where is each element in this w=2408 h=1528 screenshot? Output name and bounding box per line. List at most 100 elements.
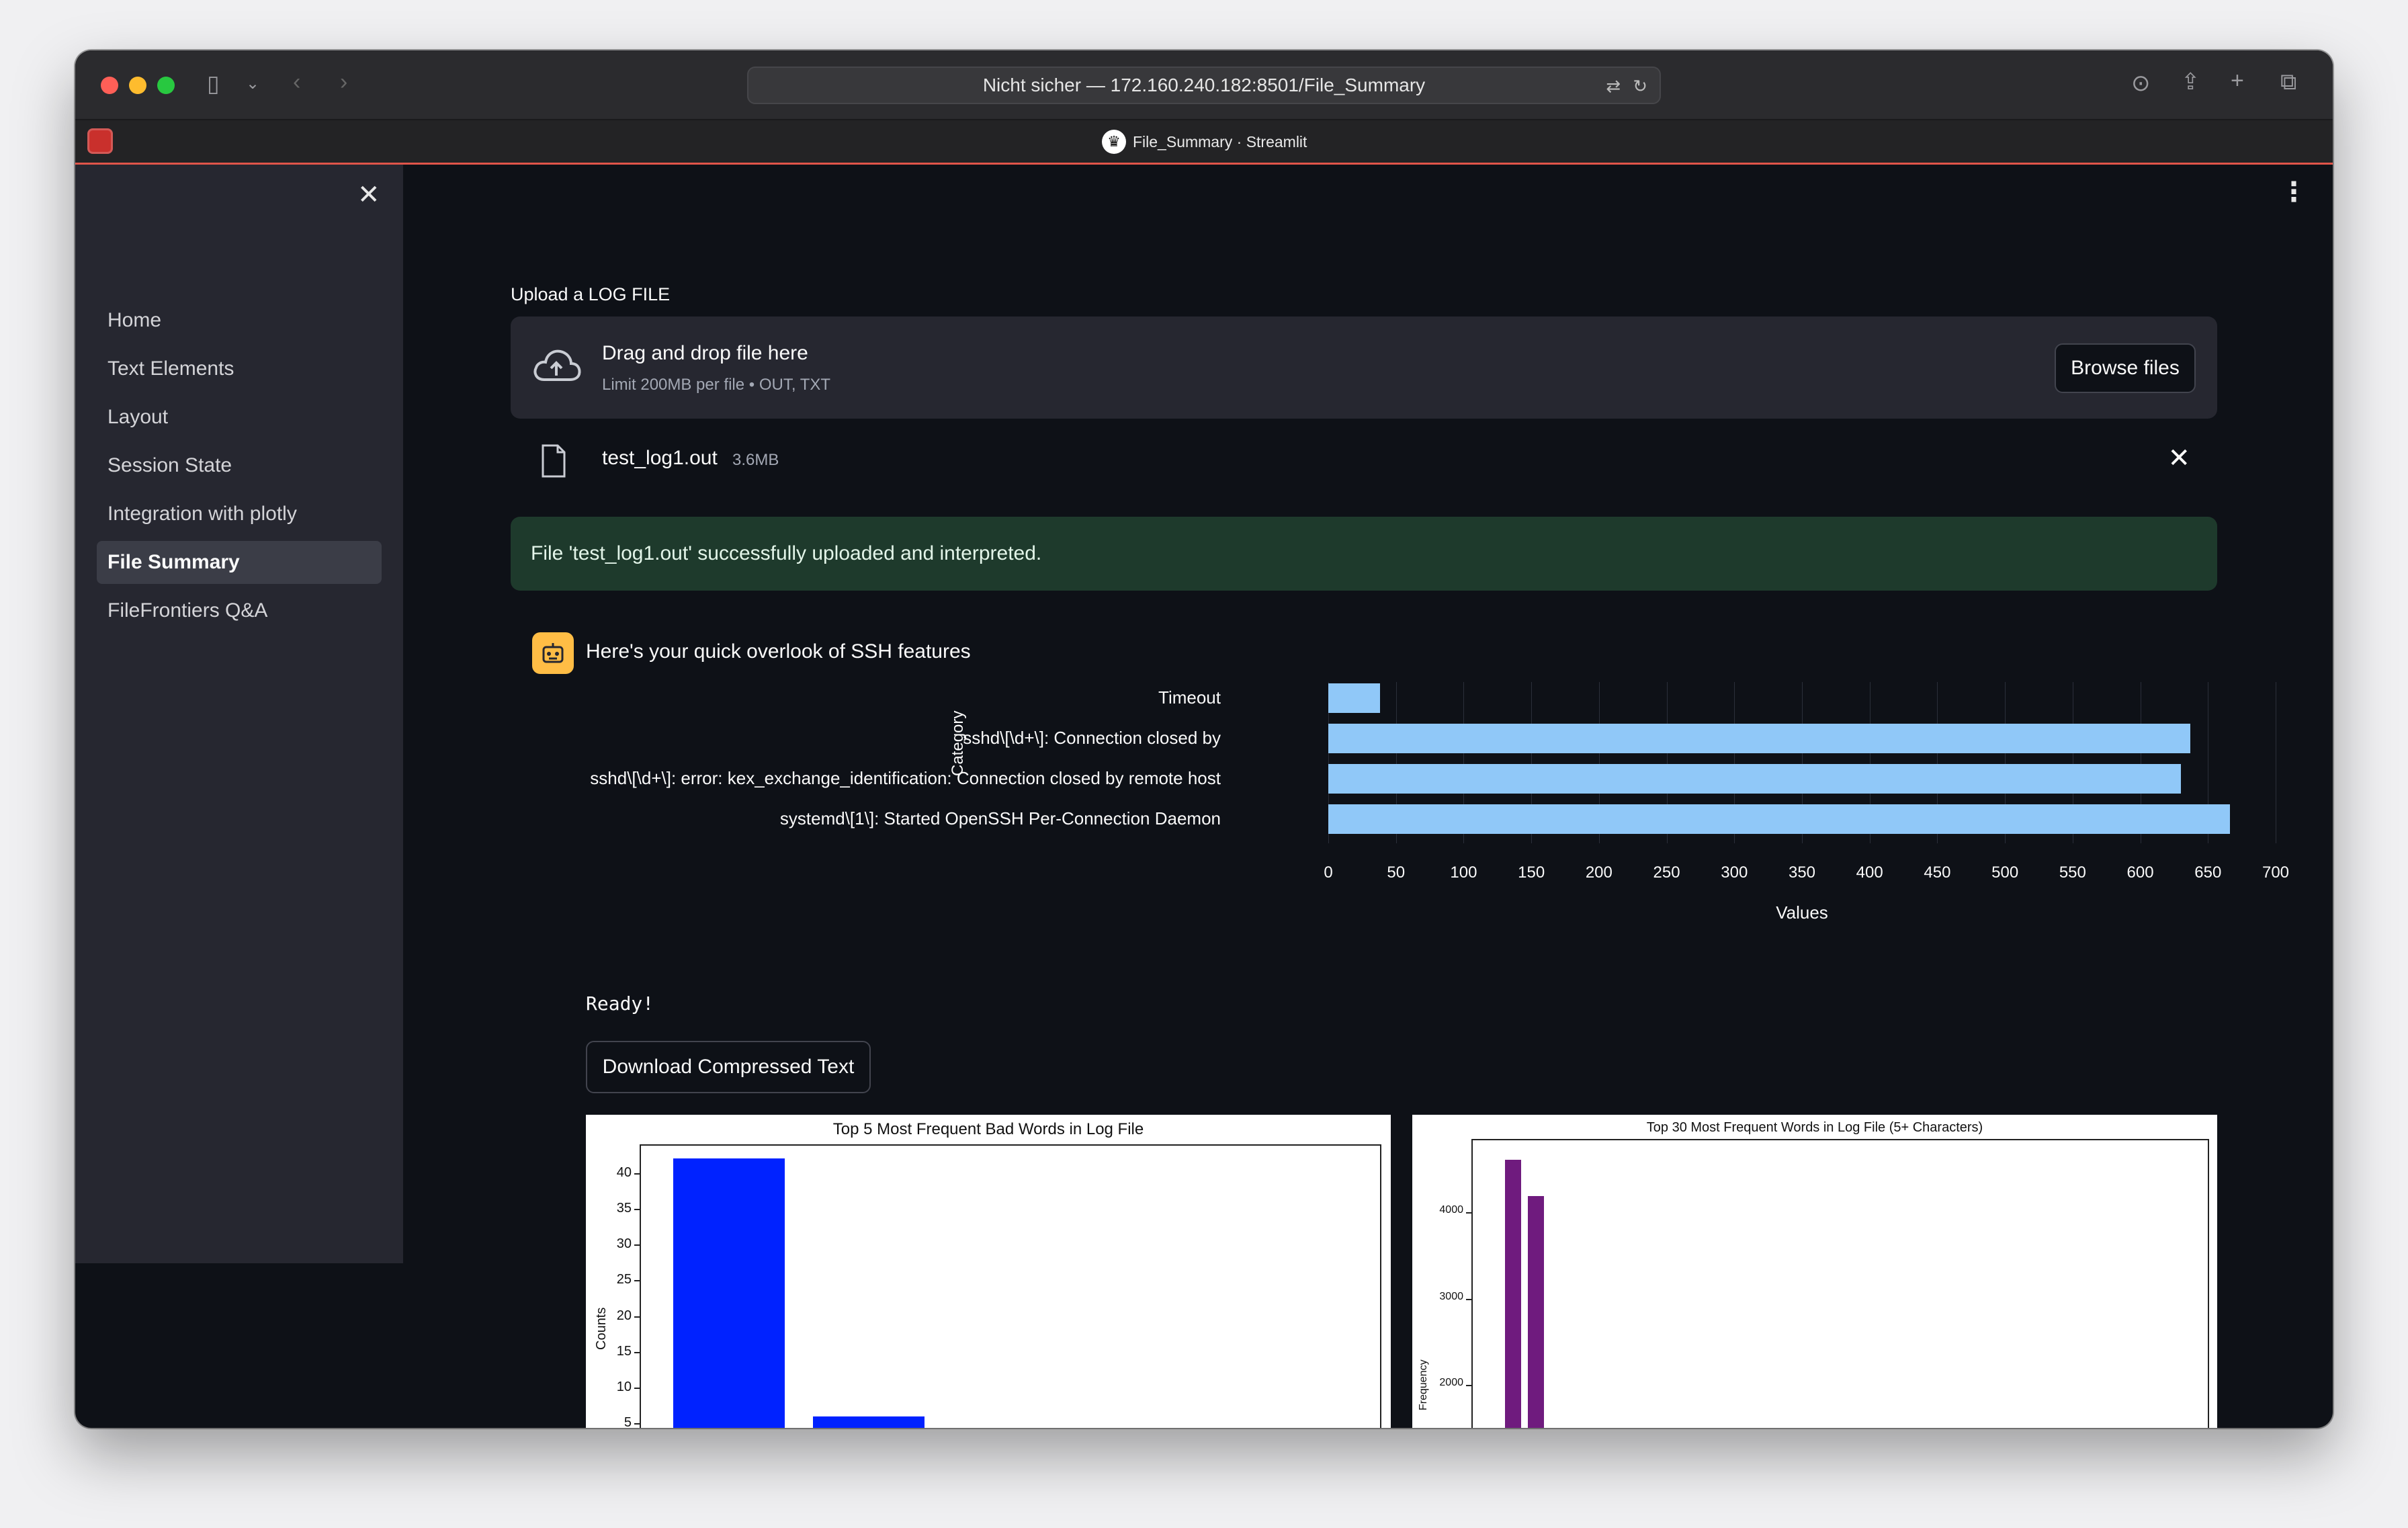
remove-file-icon[interactable]: ✕ bbox=[2167, 443, 2190, 473]
chart-xlabel: Values bbox=[1776, 902, 1828, 923]
sidebar-item-session-state[interactable]: Session State bbox=[97, 444, 382, 487]
tab-bar: ♛ File_Summary · Streamlit bbox=[75, 120, 2333, 165]
reload-icon[interactable]: ↻ bbox=[1633, 76, 1647, 96]
browser-window: ▯ ⌄ ‹ › Nicht sicher — 172.160.240.182:8… bbox=[75, 50, 2333, 1428]
sidebar-item-layout[interactable]: Layout bbox=[97, 396, 382, 439]
y-tick-mark bbox=[1466, 1385, 1471, 1387]
pinned-tab-favicon[interactable] bbox=[87, 128, 113, 154]
chart-gridline bbox=[1802, 682, 1803, 843]
y-tick-mark bbox=[634, 1351, 640, 1353]
chart-gridline bbox=[1734, 682, 1735, 843]
x-tick-label: 150 bbox=[1518, 863, 1545, 882]
x-tick-label: 250 bbox=[1653, 863, 1680, 882]
sidebar-item-label: Text Elements bbox=[108, 357, 234, 380]
y-tick-label: 40 bbox=[616, 1164, 632, 1180]
y-tick-label: 5 bbox=[624, 1415, 632, 1428]
address-text: Nicht sicher — 172.160.240.182:8501/File… bbox=[982, 75, 1426, 95]
y-tick-label: 20 bbox=[616, 1308, 632, 1323]
sidebar-item-label: Integration with plotly bbox=[108, 503, 297, 525]
chart-plot-area bbox=[1328, 682, 2276, 843]
y-tick-label: 30 bbox=[616, 1236, 632, 1252]
chart-gridline bbox=[1598, 682, 1600, 843]
back-icon[interactable]: ‹ bbox=[293, 69, 301, 95]
chart-bar[interactable] bbox=[1328, 724, 2191, 753]
chart-bar bbox=[1505, 1159, 1521, 1428]
file-icon bbox=[542, 444, 566, 478]
main-menu-icon[interactable]: ⋮ bbox=[2280, 177, 2307, 207]
chart-gridline bbox=[1328, 682, 1329, 843]
sidebar-item-home[interactable]: Home bbox=[97, 299, 382, 342]
chevron-down-icon[interactable]: ⌄ bbox=[246, 75, 260, 93]
x-tick-label: 500 bbox=[1991, 863, 2019, 882]
y-tick-label: 25 bbox=[616, 1272, 632, 1287]
x-tick-label: 700 bbox=[2262, 863, 2290, 882]
uploaded-file-name: test_log1.out bbox=[602, 447, 718, 469]
close-window-button[interactable] bbox=[101, 77, 118, 94]
uploaded-file-row: test_log1.out 3.6MB ✕ bbox=[511, 433, 2217, 487]
chart-title: Top 5 Most Frequent Bad Words in Log Fil… bbox=[832, 1120, 1144, 1138]
translate-icon[interactable]: ⇄ bbox=[1606, 76, 1621, 96]
ssh-features-bar-chart[interactable]: Category 0 50 100 150 200 250 300 350 400 450 500 5… bbox=[586, 682, 2289, 951]
downloads-icon[interactable]: ⊙ bbox=[2131, 71, 2151, 96]
category-label: sshd\[\d+\]: Connection closed by bbox=[963, 728, 1221, 748]
sidebar-item-filefrontiers-qa[interactable]: FileFrontiers Q&A bbox=[97, 589, 382, 632]
x-tick-label: 300 bbox=[1721, 863, 1748, 882]
browser-titlebar: ▯ ⌄ ‹ › Nicht sicher — 172.160.240.182:8… bbox=[75, 50, 2333, 120]
category-label: Timeout bbox=[1158, 687, 1221, 708]
sidebar-toggle-icon[interactable]: ▯ bbox=[207, 71, 220, 97]
category-label: systemd\[1\]: Started OpenSSH Per-Connec… bbox=[779, 808, 1221, 829]
minimize-window-button[interactable] bbox=[129, 77, 146, 94]
x-tick-label: 400 bbox=[1856, 863, 1883, 882]
y-tick-mark bbox=[634, 1244, 640, 1246]
new-tab-icon[interactable]: + bbox=[2231, 68, 2244, 93]
success-alert: File 'test_log1.out' successfully upload… bbox=[511, 517, 2217, 591]
address-bar[interactable]: Nicht sicher — 172.160.240.182:8501/File… bbox=[747, 67, 1661, 104]
chart-title: Top 30 Most Frequent Words in Log File (… bbox=[1646, 1120, 1983, 1135]
frequent-words-chart: Top 30 Most Frequent Words in Log File (… bbox=[1412, 1115, 2217, 1428]
status-text: Ready! bbox=[586, 992, 654, 1015]
x-tick-label: 450 bbox=[1924, 863, 1951, 882]
zoom-window-button[interactable] bbox=[157, 77, 175, 94]
sidebar-item-file-summary[interactable]: File Summary bbox=[97, 541, 382, 584]
y-tick-label: 15 bbox=[616, 1343, 632, 1359]
download-compressed-text-button[interactable]: Download Compressed Text bbox=[586, 1041, 871, 1093]
chart-bar[interactable] bbox=[1328, 804, 2230, 834]
chart-gridline bbox=[1395, 682, 1397, 843]
x-tick-label: 550 bbox=[2059, 863, 2086, 882]
dropzone-limit: Limit 200MB per file • OUT, TXT bbox=[602, 376, 831, 394]
chart-ylabel: Counts bbox=[594, 1307, 609, 1350]
chart-gridline bbox=[1937, 682, 1938, 843]
y-tick-mark bbox=[634, 1280, 640, 1282]
y-tick-mark bbox=[1466, 1212, 1471, 1214]
streamlit-favicon-icon: ♛ bbox=[1102, 130, 1126, 154]
y-tick-label: 4000 bbox=[1439, 1204, 1463, 1216]
sidebar-item-text-elements[interactable]: Text Elements bbox=[97, 347, 382, 390]
browse-files-button[interactable]: Browse files bbox=[2055, 343, 2196, 393]
x-tick-label: 100 bbox=[1450, 863, 1477, 882]
y-tick-mark bbox=[634, 1316, 640, 1318]
file-dropzone[interactable]: Drag and drop file here Limit 200MB per … bbox=[511, 316, 2217, 419]
sidebar-item-label: Session State bbox=[108, 454, 232, 476]
chart-gridline bbox=[1666, 682, 1668, 843]
sidebar-item-label: File Summary bbox=[108, 551, 240, 573]
close-sidebar-icon[interactable]: ✕ bbox=[357, 180, 380, 210]
y-tick-mark bbox=[634, 1388, 640, 1390]
y-tick-mark bbox=[1466, 1298, 1471, 1300]
bot-avatar bbox=[532, 632, 574, 674]
x-tick-label: 0 bbox=[1324, 863, 1333, 882]
y-tick-mark bbox=[634, 1208, 640, 1210]
y-tick-mark bbox=[634, 1423, 640, 1425]
category-label: sshd\[\d+\]: error: kex_exchange_identif… bbox=[590, 768, 1221, 788]
sidebar-item-label: Layout bbox=[108, 406, 169, 428]
forward-icon[interactable]: › bbox=[340, 69, 348, 95]
cloud-upload-icon bbox=[533, 349, 581, 381]
bad-words-chart: Top 5 Most Frequent Bad Words in Log Fil… bbox=[586, 1115, 1391, 1428]
chart-bar[interactable] bbox=[1328, 764, 2181, 794]
main-content: ⋮ Upload a LOG FILE Drag and drop file h… bbox=[75, 165, 2333, 1428]
chart-axes bbox=[640, 1144, 1381, 1428]
sidebar-item-integration-plotly[interactable]: Integration with plotly bbox=[97, 493, 382, 536]
tab-overview-icon[interactable]: ⧉ bbox=[2280, 69, 2297, 95]
active-tab[interactable]: ♛ File_Summary · Streamlit bbox=[1102, 130, 1307, 154]
share-icon[interactable]: ⇪ bbox=[2181, 69, 2200, 95]
chart-bar[interactable] bbox=[1328, 683, 1380, 713]
